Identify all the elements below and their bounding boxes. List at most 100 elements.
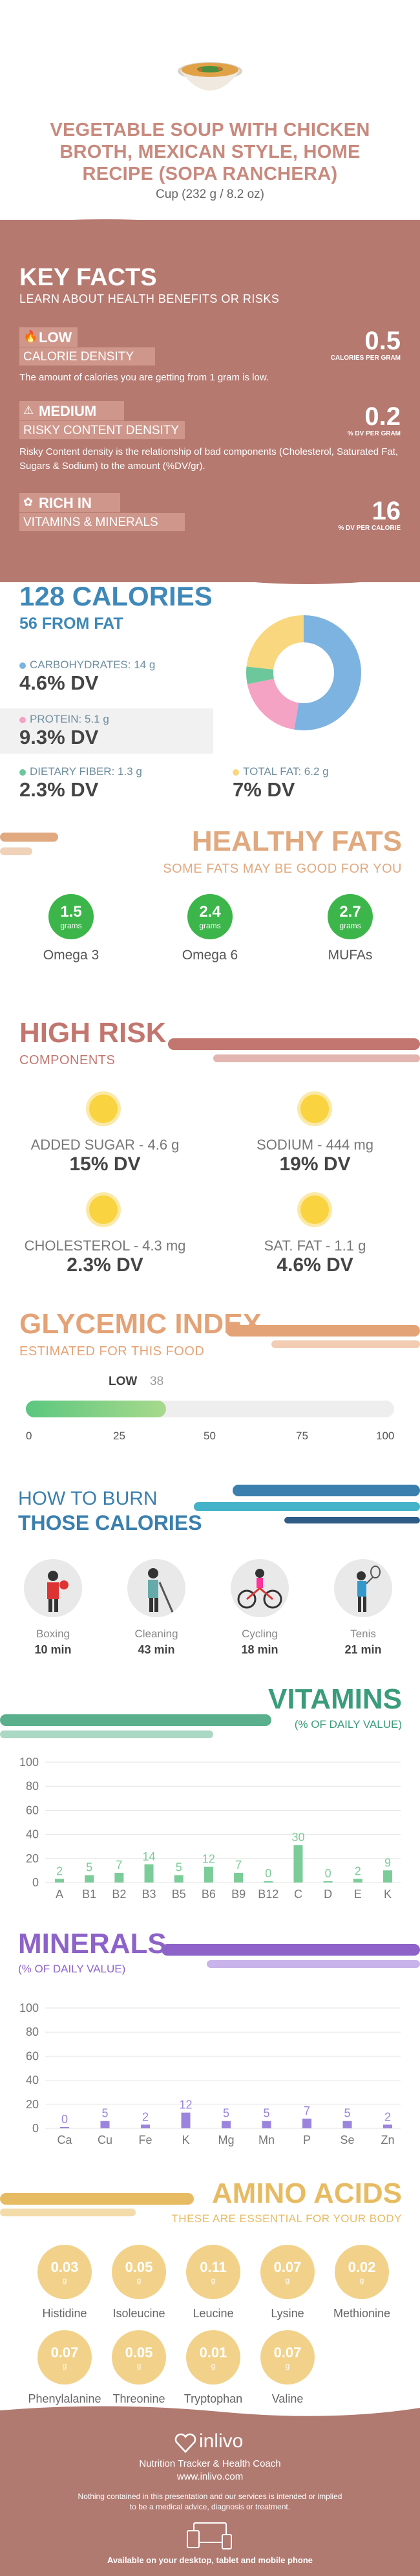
bar-b2 bbox=[114, 1872, 124, 1883]
bar-value-label: 2 bbox=[142, 2110, 149, 2123]
serving-size: Cup (232 g / 8.2 oz) bbox=[156, 188, 264, 201]
high-risk-subtitle: COMPONENTS bbox=[19, 1053, 116, 1067]
high-risk-title: HIGH RISK bbox=[19, 1017, 167, 1049]
risk-name: SODIUM - 444 mg bbox=[257, 1137, 373, 1153]
bar-value-label: 0 bbox=[61, 2113, 68, 2126]
x-tick-label: B2 bbox=[112, 1888, 126, 1901]
fact-value: 0.5 bbox=[364, 327, 401, 355]
bar-b9 bbox=[234, 1872, 244, 1883]
amino-circle: 0.01 g bbox=[186, 2330, 240, 2385]
cleaning-icon bbox=[127, 1559, 185, 1617]
activity-time: 43 min bbox=[138, 1643, 175, 1656]
fact-level: MEDIUM bbox=[39, 403, 97, 419]
bar-e bbox=[353, 1879, 362, 1883]
bar-value-label: 0 bbox=[265, 1867, 271, 1880]
amino-value: 0.03 bbox=[50, 2259, 79, 2275]
footer-url[interactable]: www.inlivo.com bbox=[176, 2471, 244, 2482]
bar-value-label: 2 bbox=[355, 1864, 361, 1877]
x-tick-label: K bbox=[182, 2134, 189, 2146]
soup-bowl-image bbox=[174, 40, 246, 105]
vitamins-subtitle: (% OF DAILY VALUE) bbox=[294, 1718, 402, 1730]
amino-value: 0.11 bbox=[200, 2259, 227, 2275]
boxing-icon bbox=[24, 1559, 82, 1617]
donut-slice-total-fat bbox=[246, 615, 361, 730]
bar-value-label: 30 bbox=[291, 1831, 304, 1844]
y-tick-label: 20 bbox=[26, 2098, 39, 2111]
nutrient-dv: 7% DV bbox=[233, 778, 295, 801]
fat-dot-icon bbox=[233, 769, 239, 776]
fact-value: 16 bbox=[372, 497, 401, 525]
smiley-icon bbox=[89, 1095, 118, 1123]
fat-unit: grams bbox=[60, 921, 82, 930]
amino-name: Valine bbox=[271, 2392, 304, 2405]
bar-value-label: 5 bbox=[176, 1861, 182, 1874]
bar-value-label: 5 bbox=[86, 1861, 92, 1874]
amino-circle: 0.05 g bbox=[112, 2330, 166, 2385]
devices-icon bbox=[185, 2522, 236, 2553]
bar-value-label: 2 bbox=[56, 1864, 63, 1877]
gi-track bbox=[26, 1401, 394, 1417]
activity-time: 10 min bbox=[34, 1643, 72, 1656]
bar-b3 bbox=[144, 1864, 154, 1883]
amino-title: AMINO ACIDS bbox=[211, 2178, 402, 2209]
fat-value: 2.4 bbox=[199, 903, 221, 921]
amino-unit: g bbox=[136, 2276, 142, 2285]
x-tick-label: B5 bbox=[172, 1888, 186, 1901]
nutrient-carbs: CARBOHYDRATES: 14 g 4.6% DV bbox=[19, 659, 155, 695]
gi-level: LOW bbox=[109, 1375, 138, 1388]
amino-value: 0.07 bbox=[273, 2259, 302, 2275]
amino-unit: g bbox=[285, 2276, 290, 2285]
y-tick-label: 80 bbox=[26, 2025, 39, 2038]
amino-unit: g bbox=[62, 2361, 67, 2370]
risk-sodium: SODIUM - 444 mg 19% DV bbox=[210, 1137, 420, 1175]
burn-title-1: HOW TO BURN bbox=[18, 1488, 158, 1509]
x-tick-label: Ca bbox=[57, 2134, 72, 2146]
bar-b1 bbox=[85, 1875, 94, 1883]
amino-name: Methionine bbox=[333, 2307, 391, 2320]
bar-b5 bbox=[174, 1875, 184, 1883]
activity-time: 18 min bbox=[241, 1643, 278, 1656]
calories-from-fat: 56 FROM FAT bbox=[19, 615, 123, 633]
protein-dot-icon bbox=[19, 716, 26, 723]
fat-name: Omega 6 bbox=[182, 948, 238, 963]
bar-k bbox=[383, 1870, 392, 1883]
gi-tick: 100 bbox=[376, 1430, 395, 1442]
amino-circle: 0.11 g bbox=[186, 2245, 240, 2299]
amino-unit: g bbox=[359, 2276, 364, 2285]
fat-name: Omega 3 bbox=[43, 948, 100, 963]
fat-value: 1.5 bbox=[60, 903, 82, 921]
carbs-dot-icon bbox=[19, 662, 26, 669]
bar-fe bbox=[141, 2124, 150, 2128]
fact-medium-badge: ⚠ MEDIUM bbox=[19, 401, 124, 420]
minerals-subtitle: (% OF DAILY VALUE) bbox=[18, 1963, 126, 1975]
minerals-bar-chart: 0 20 40 60 80 100 0 Ca 5 Cu 2 Fe 12 K 5 Mg 5 Mn 7 P 5 Se 2 Zn bbox=[19, 2002, 401, 2146]
y-tick-label: 100 bbox=[19, 2002, 39, 2014]
vitamins-bar-chart: 0204060801002A5B17B214B35B512B67B90B1230… bbox=[19, 1756, 401, 1901]
amino-unit: g bbox=[136, 2361, 142, 2370]
nutrient-fiber: DIETARY FIBER: 1.3 g 2.3% DV bbox=[19, 765, 142, 802]
brand-name: inlivo bbox=[199, 2430, 244, 2452]
bar-value-label: 0 bbox=[325, 1867, 331, 1880]
key-facts-bottom-wave bbox=[0, 556, 420, 585]
fats-deco-bar bbox=[0, 833, 58, 842]
risk-cholesterol: CHOLESTEROL - 4.3 mg 2.3% DV bbox=[0, 1238, 210, 1276]
footer bbox=[0, 2423, 420, 2576]
bar-p bbox=[302, 2118, 311, 2128]
fact-unit: CALORIES PER GRAM bbox=[330, 355, 401, 362]
bar-ca bbox=[60, 2127, 69, 2128]
burn-deco-bar bbox=[233, 1485, 420, 1496]
risk-deco-bar bbox=[168, 1038, 420, 1050]
bar-value-label: 5 bbox=[263, 2107, 269, 2120]
nutrient-label: TOTAL FAT: 6.2 g bbox=[243, 765, 329, 778]
bar-value-label: 5 bbox=[344, 2107, 350, 2120]
amino-value: 0.05 bbox=[125, 2259, 153, 2275]
nutrient-label: DIETARY FIBER: 1.3 g bbox=[30, 765, 142, 778]
gi-tick: 0 bbox=[26, 1430, 32, 1442]
risk-name: CHOLESTEROL - 4.3 mg bbox=[24, 1238, 186, 1254]
title-line-2: BROTH, MEXICAN STYLE, HOME bbox=[59, 142, 361, 162]
bar-d bbox=[323, 1881, 333, 1883]
bar-value-label: 5 bbox=[101, 2107, 108, 2120]
x-tick-label: Cu bbox=[98, 2134, 112, 2146]
nutrient-label: CARBOHYDRATES: 14 g bbox=[30, 659, 156, 671]
activity-time: 21 min bbox=[344, 1643, 382, 1656]
